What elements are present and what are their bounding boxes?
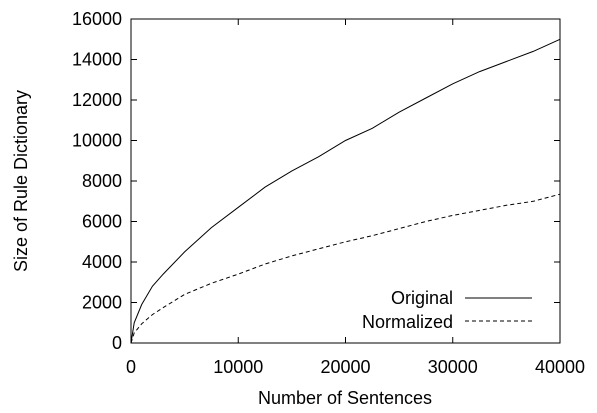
legend-label-original: Original	[391, 288, 453, 308]
plot-frame	[130, 18, 561, 344]
y-tick-label: 16000	[72, 9, 122, 29]
x-tick-label: 20000	[320, 357, 370, 377]
x-axis-ticks: 0 10000 20000 30000 40000	[126, 19, 585, 377]
x-axis-label: Number of Sentences	[258, 388, 432, 408]
y-tick-label: 0	[112, 333, 122, 353]
y-tick-label: 14000	[72, 50, 122, 70]
legend-label-normalized: Normalized	[362, 312, 453, 332]
x-tick-label: 0	[126, 357, 136, 377]
series-lines	[130, 38, 561, 344]
y-axis-ticks: 0 2000 4000 6000 8000 10000 12000 14000 16000	[72, 9, 560, 353]
y-axis-label: Size of Rule Dictionary	[11, 90, 31, 272]
series-line-normalized	[130, 193, 561, 344]
y-tick-label: 8000	[82, 171, 122, 191]
y-tick-label: 10000	[72, 131, 122, 151]
y-tick-label: 4000	[82, 252, 122, 272]
y-tick-label: 6000	[82, 212, 122, 232]
series-line-original	[130, 38, 561, 344]
y-tick-label: 2000	[82, 293, 122, 313]
x-tick-label: 40000	[535, 357, 585, 377]
x-tick-label: 10000	[213, 357, 263, 377]
legend: Original Normalized	[362, 288, 532, 332]
y-tick-label: 12000	[72, 90, 122, 110]
x-tick-label: 30000	[428, 357, 478, 377]
